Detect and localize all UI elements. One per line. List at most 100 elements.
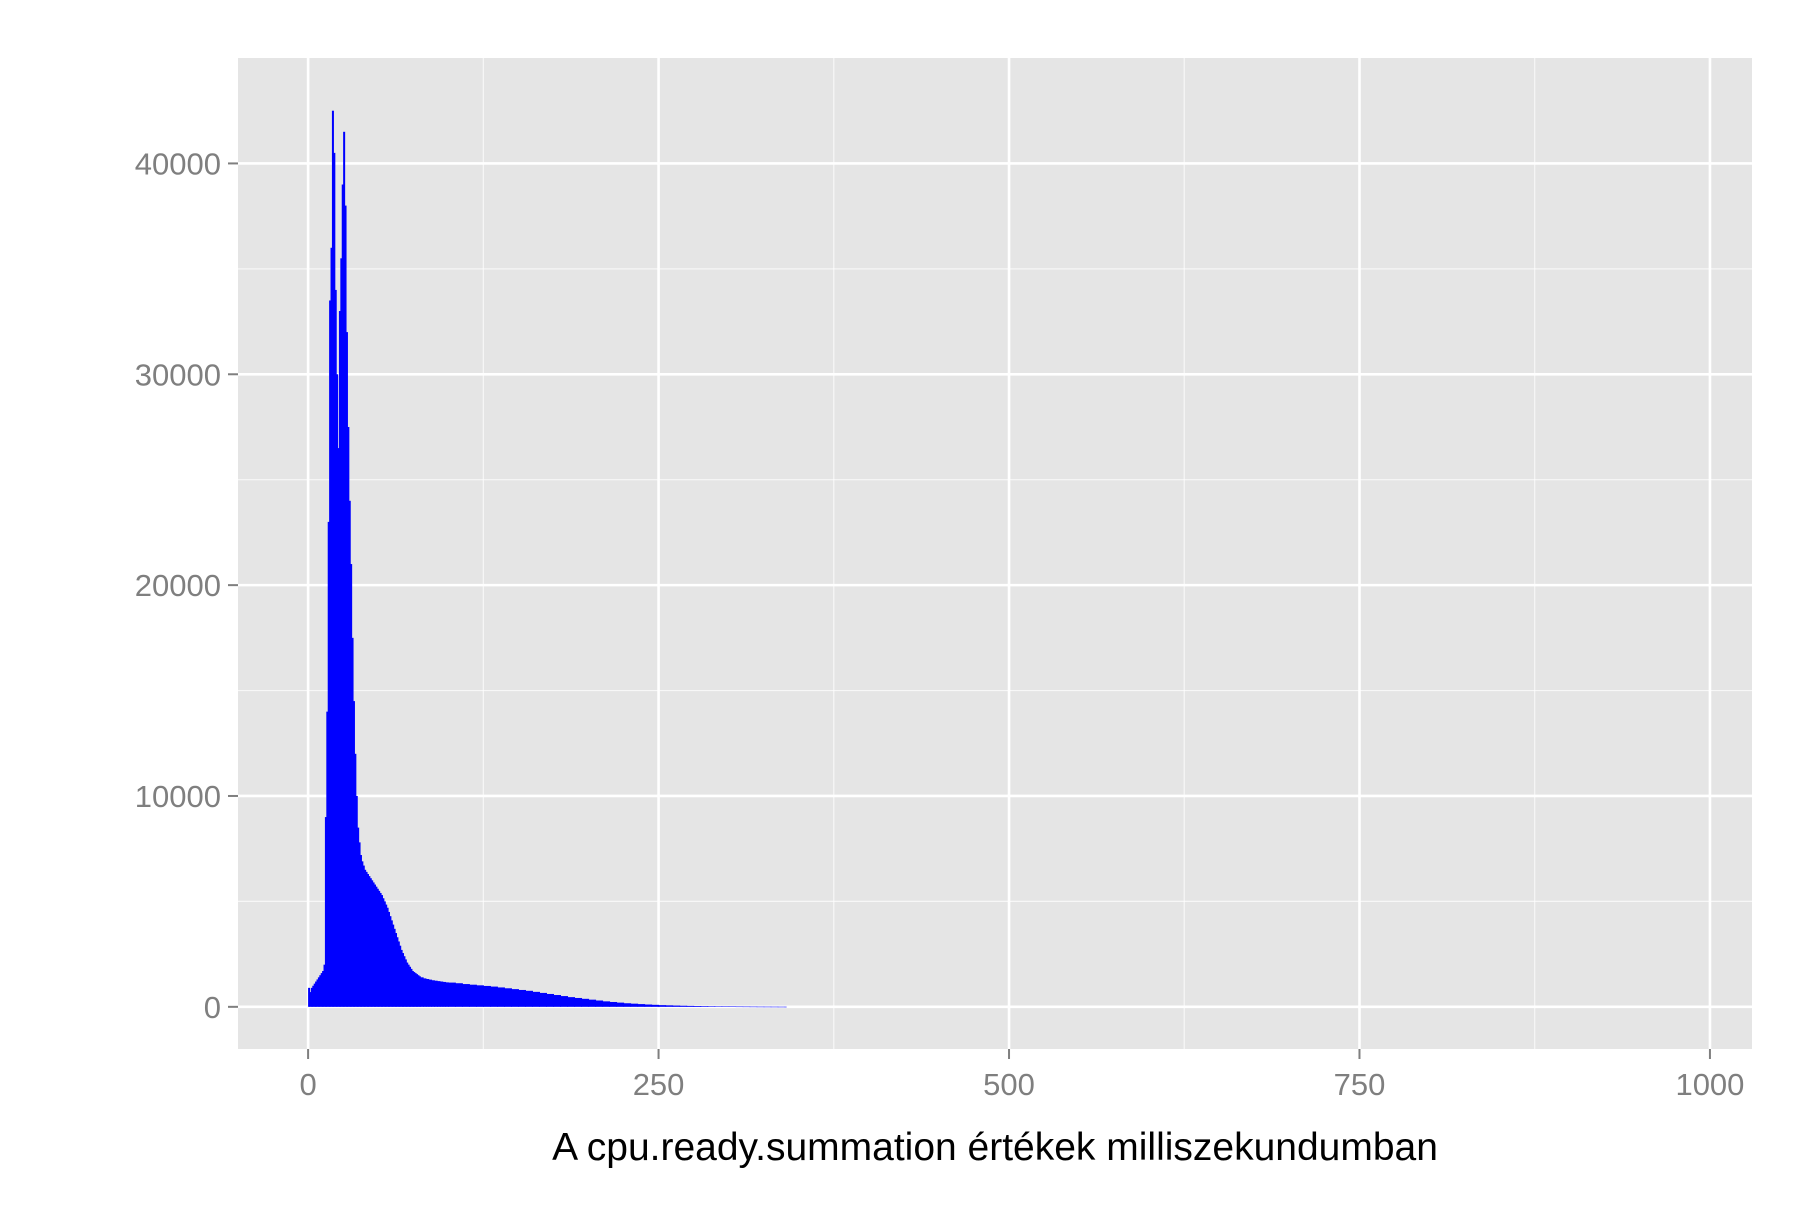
histogram-bar [532, 991, 540, 1007]
histogram-bar [437, 981, 441, 1007]
histogram-bar [560, 996, 569, 1007]
histogram-bar [434, 980, 438, 1007]
histogram-bar [428, 979, 433, 1007]
histogram-bar [469, 984, 477, 1007]
y-tick-label: 30000 [135, 357, 221, 392]
histogram-bar [728, 1006, 737, 1007]
histogram-bar [400, 949, 403, 1007]
histogram-bar [331, 110, 334, 1007]
histogram-bar [387, 911, 390, 1007]
histogram-bar [336, 374, 339, 1007]
histogram-bar [383, 901, 386, 1007]
histogram-bar [379, 892, 382, 1007]
histogram-bar [777, 1006, 786, 1008]
histogram-bar [735, 1006, 744, 1008]
histogram-bar [344, 205, 347, 1007]
histogram-bar [348, 500, 351, 1007]
histogram-bar [409, 966, 412, 1007]
histogram-bar [334, 289, 337, 1007]
histogram-bar [340, 258, 343, 1007]
y-tick-label: 20000 [135, 568, 221, 603]
histogram-bar [402, 953, 405, 1007]
histogram-bar [539, 992, 548, 1007]
histogram-bar [371, 880, 374, 1007]
histogram-bar [313, 983, 316, 1007]
histogram-bar [490, 986, 498, 1007]
histogram-bar [784, 1006, 787, 1008]
x-tick-label: 500 [983, 1067, 1035, 1102]
y-tick-label: 0 [204, 990, 221, 1025]
minor-gridlines [238, 58, 1752, 1049]
histogram-bar [756, 1006, 765, 1008]
histogram-bar [407, 964, 410, 1007]
histogram-bar [420, 977, 424, 1007]
histogram-bar [411, 970, 414, 1007]
histogram-bar [445, 982, 449, 1007]
histogram-bar [320, 973, 323, 1007]
histogram-bar [352, 701, 355, 1007]
histogram-bar [714, 1006, 723, 1007]
histogram-bar [448, 982, 456, 1007]
histogram-bar [644, 1004, 653, 1007]
histogram-bar [462, 984, 470, 1007]
histogram-bar [609, 1001, 618, 1007]
histogram-bar [378, 890, 381, 1007]
x-tick-label: 0 [299, 1067, 316, 1102]
histogram-bar [630, 1003, 639, 1007]
histogram-bar [431, 980, 435, 1007]
histogram-bar [308, 987, 311, 1007]
histogram-bar [658, 1005, 667, 1007]
histogram-bar [410, 968, 413, 1007]
histogram-bar [309, 992, 312, 1007]
histogram-bar [397, 941, 400, 1007]
histogram-bar [354, 753, 357, 1007]
histogram-bar [317, 977, 320, 1007]
histogram-bar [763, 1006, 772, 1008]
histogram-bar [511, 989, 519, 1007]
histogram-bar [395, 933, 398, 1007]
histogram-bar [651, 1004, 660, 1007]
x-axis-title: A cpu.ready.summation értékek milliszeku… [552, 1126, 1438, 1169]
histogram-bar [602, 1001, 611, 1007]
histogram-bar [399, 945, 402, 1007]
histogram-bar [442, 981, 447, 1007]
histogram-bar [417, 975, 420, 1007]
histogram-bar [385, 904, 388, 1007]
histogram-bar [357, 827, 360, 1007]
x-axis-ticks [307, 1049, 1711, 1059]
histogram-bar [326, 711, 329, 1007]
histogram-bars [308, 110, 787, 1008]
histogram-bar [337, 448, 340, 1007]
histogram-bar [319, 975, 322, 1007]
histogram-bar [416, 974, 419, 1007]
histogram-bar [637, 1004, 646, 1007]
histogram-bar [588, 999, 597, 1007]
histogram-bar [364, 869, 367, 1007]
histogram-bar [350, 564, 353, 1007]
histogram-bar [366, 873, 369, 1007]
histogram-bar [382, 898, 385, 1007]
histogram-bar [358, 842, 361, 1007]
histogram-bar [525, 990, 533, 1007]
histogram-bar [365, 871, 368, 1007]
x-tick-label: 250 [633, 1067, 685, 1102]
histogram-bar [386, 907, 389, 1007]
histogram-bar [623, 1003, 632, 1007]
histogram-bar [310, 987, 313, 1007]
histogram-bar [504, 988, 512, 1007]
histogram-bar [406, 962, 409, 1007]
histogram-bar [316, 979, 319, 1007]
histogram-bar [679, 1005, 688, 1007]
histogram-bar [327, 521, 330, 1007]
x-axis-tick-labels: 0 250 500 750 1000 [299, 1067, 1744, 1102]
y-axis-tick-labels: 0 10000 20000 30000 40000 [135, 146, 221, 1024]
histogram-bar [770, 1006, 779, 1008]
histogram-bar [368, 876, 371, 1007]
histogram-bar [595, 1000, 604, 1007]
histogram-bar [742, 1006, 751, 1008]
histogram-bar [581, 998, 590, 1007]
histogram-bar [376, 888, 379, 1007]
y-axis-ticks [228, 162, 238, 1008]
